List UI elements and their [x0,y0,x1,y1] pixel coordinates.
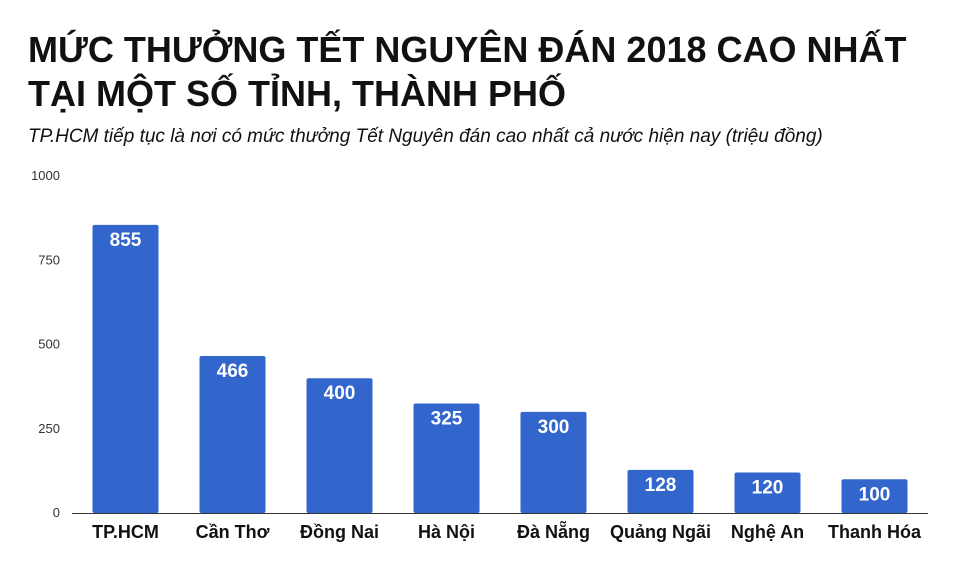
y-tick-label: 500 [38,337,60,352]
chart-subtitle: TP.HCM tiếp tục là nơi có mức thưởng Tết… [28,126,823,147]
chart-title: MỨC THƯỞNG TẾT NGUYÊN ĐÁN 2018 CAO NHẤT … [28,28,938,116]
x-category-label: Đồng Nai [300,522,379,542]
bar--ng-nai [306,378,373,513]
y-tick-label: 1000 [31,168,60,183]
bar-value-label: 300 [538,417,570,438]
x-category-label: Đà Nẵng [517,520,590,542]
bar-value-label: 120 [752,478,784,499]
bar-c-n-th- [199,355,266,513]
y-tick-label: 0 [53,505,60,520]
x-category-label: Thanh Hóa [828,522,922,542]
bar-value-label: 466 [217,361,249,382]
bar--n-ng [520,411,587,513]
y-tick-label: 750 [38,252,60,267]
bar-thanh-h-a [841,479,908,513]
x-category-label: TP.HCM [92,522,159,542]
bar-ngh-an [734,472,801,513]
x-category-label: Hà Nội [418,522,475,542]
bar-value-label: 400 [324,383,356,404]
chart-title-line2: TẠI MỘT SỐ TỈNH, THÀNH PHỐ [28,73,566,114]
x-category-label: Cần Thơ [196,522,270,542]
bar-qu-ng-ng-i [627,469,694,513]
bar-value-label: 128 [645,475,677,496]
x-category-label: Quảng Ngãi [610,522,711,542]
bar-value-label: 325 [431,408,463,429]
chart-title-line1: MỨC THƯỞNG TẾT NGUYÊN ĐÁN 2018 CAO NHẤT [28,29,907,70]
bar-tp-hcm [92,224,159,514]
x-category-label: Nghệ An [731,522,804,542]
bar-h-n-i [413,403,480,513]
bar-value-label: 100 [859,484,891,505]
bar-value-label: 855 [110,230,142,251]
y-tick-label: 250 [38,421,60,436]
